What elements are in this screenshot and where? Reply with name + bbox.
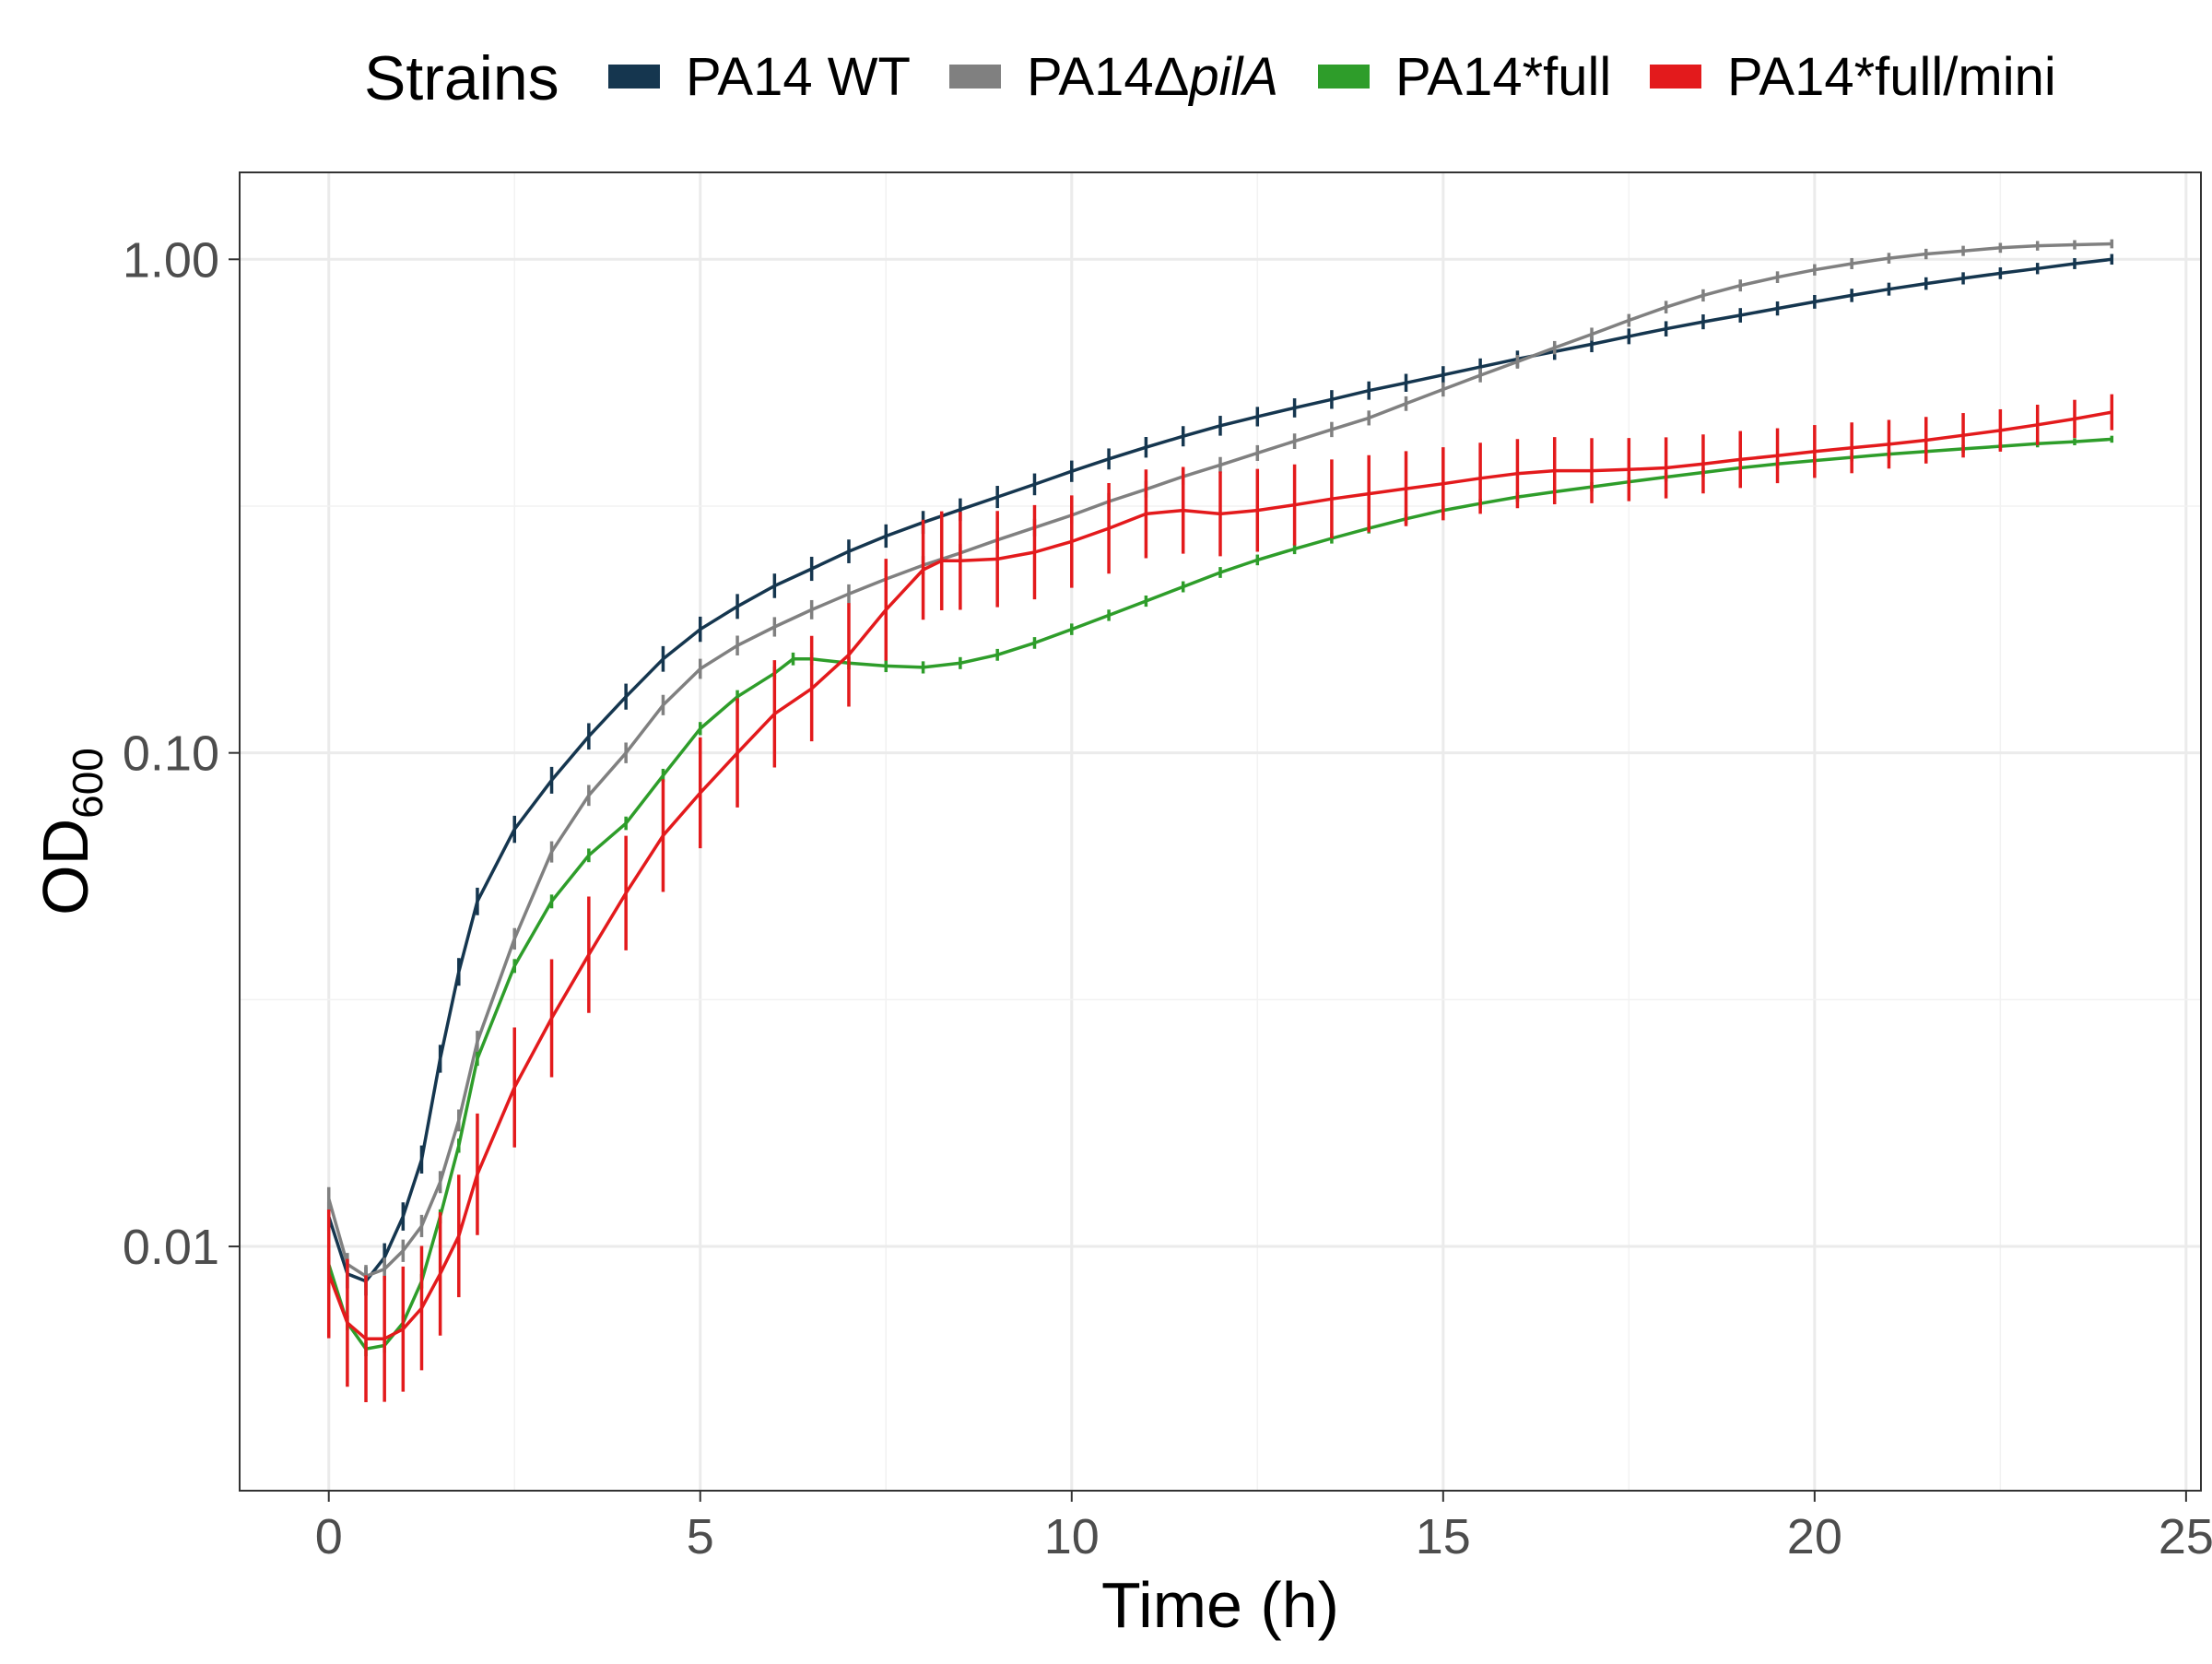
series-line: [327, 437, 2112, 1351]
legend-item: PA14*full: [1318, 47, 1611, 107]
legend-items: PA14 WT PA14ΔpilA PA14*full PA14*full/mini: [608, 47, 2056, 107]
legend-key: [608, 65, 660, 89]
grid-lines: [240, 172, 2201, 1491]
legend-item: PA14*full/mini: [1650, 47, 2056, 107]
legend-label: PA14 WT: [686, 47, 911, 107]
x-tick-label: 10: [1044, 1509, 1100, 1564]
legend-item: PA14ΔpilA: [949, 47, 1278, 107]
plot-panel: [240, 172, 2201, 1491]
x-tick-label: 15: [1416, 1509, 1471, 1564]
series-layer: [326, 239, 2114, 1403]
series-line: [327, 257, 2112, 1283]
y-tick-label: 0.01: [123, 1220, 219, 1275]
legend-title: Strains: [364, 43, 559, 113]
x-tick-label: 20: [1787, 1509, 1842, 1564]
legend-label: PA14*full/mini: [1727, 47, 2056, 107]
x-tick-label: 25: [2159, 1509, 2212, 1564]
y-axis-title: OD600: [29, 748, 112, 915]
series-line: [327, 410, 2112, 1340]
legend-label-italic: pilA: [1187, 47, 1278, 107]
legend-item: PA14 WT: [608, 47, 911, 107]
legend-key: [1650, 65, 1701, 89]
series-group: [326, 394, 2114, 1403]
y-axis-title-subscript: 600: [64, 748, 112, 819]
x-tick-label: 5: [687, 1509, 714, 1564]
legend-label: PA14ΔpilA: [1027, 47, 1278, 107]
y-axis-title-main: OD: [29, 819, 101, 915]
x-axis: 0 5 10 15 20 25: [315, 1491, 2212, 1564]
legend-label-text: PA14*full: [1395, 47, 1611, 107]
legend-label-text: PA14*full/mini: [1727, 47, 2056, 107]
legend-key: [1318, 65, 1370, 89]
legend-label-text: PA14Δ: [1027, 47, 1189, 107]
legend-label: PA14*full: [1395, 47, 1611, 107]
legend-label-text: PA14 WT: [686, 47, 911, 107]
x-tick-label: 0: [315, 1509, 343, 1564]
x-axis-title: Time (h): [1101, 1569, 1339, 1641]
y-tick-label: 0.10: [123, 726, 219, 782]
y-tick-label: 1.00: [123, 232, 219, 288]
legend: Strains PA14 WT PA14ΔpilA PA14*full PA14*fu…: [364, 43, 2056, 113]
legend-key: [949, 65, 1001, 89]
y-axis: 0.01 0.10 1.00: [123, 232, 240, 1275]
plot-border: [239, 171, 2202, 1492]
